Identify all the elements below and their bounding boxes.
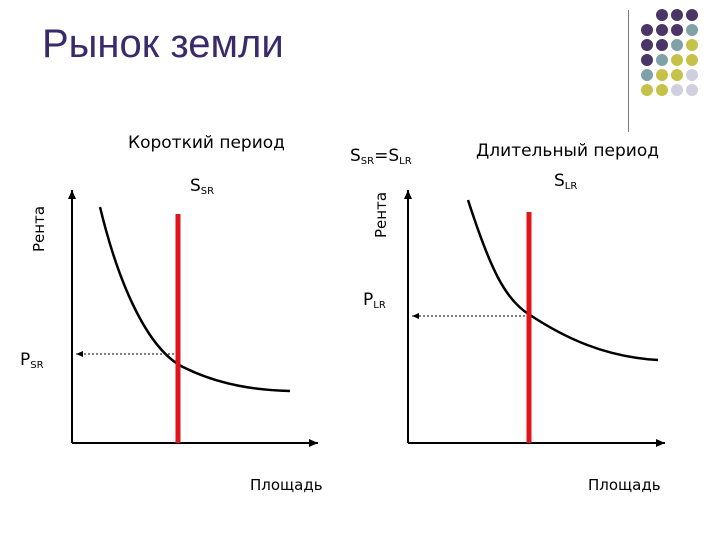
decorative-dot: [671, 9, 683, 21]
decorative-dot: [641, 54, 653, 66]
short-run-heading: Короткий период: [128, 133, 285, 153]
long-run-price-label: PLR: [363, 290, 386, 311]
decorative-dot: [671, 54, 683, 66]
decorative-dot: [641, 39, 653, 51]
decorative-dot: [656, 9, 668, 21]
decorative-dot: [656, 54, 668, 66]
short-run-supply-label: SSR: [190, 176, 215, 197]
equality-label: SSR=SLR: [350, 146, 412, 167]
decorative-dot: [656, 84, 668, 96]
short-run-price-label: PSR: [20, 350, 44, 371]
decorative-dot: [686, 69, 698, 81]
decorative-dot: [671, 84, 683, 96]
long-run-supply-label: SLR: [554, 171, 578, 192]
decorative-dot: [656, 24, 668, 36]
short-run-x-axis-label: Площадь: [250, 476, 323, 494]
decorative-dot: [671, 69, 683, 81]
decorative-dot: [686, 54, 698, 66]
decorative-dot: [671, 39, 683, 51]
decorative-dot: [641, 24, 653, 36]
decorative-dot: [686, 84, 698, 96]
decorative-dot: [641, 69, 653, 81]
decorative-dot-grid: [641, 9, 720, 109]
long-run-x-axis-label: Площадь: [588, 476, 661, 494]
long-run-demand-curve: [466, 199, 659, 362]
decorative-dot: [671, 24, 683, 36]
decorative-dot: [641, 84, 653, 96]
short-run-demand-curve: [98, 206, 291, 393]
decorative-divider: [628, 10, 629, 132]
long-run-heading: Длительный период: [476, 141, 659, 161]
decorative-dot: [686, 24, 698, 36]
decorative-dot: [686, 9, 698, 21]
slide-title: Рынок земли: [42, 22, 284, 66]
decorative-dot: [656, 39, 668, 51]
decorative-dot: [686, 39, 698, 51]
decorative-dot: [656, 69, 668, 81]
